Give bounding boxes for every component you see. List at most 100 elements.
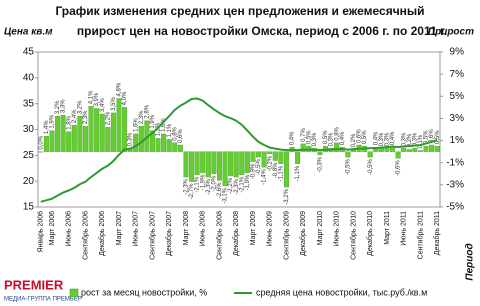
bar-value-label: 3,2% bbox=[55, 100, 61, 114]
bar bbox=[390, 147, 396, 152]
logo-subtitle: МЕДИА-ГРУППА ПРЕМЬЕР bbox=[4, 297, 82, 303]
bar-value-label: -0,8% bbox=[273, 162, 279, 178]
y-tick-label: 35 bbox=[23, 98, 35, 109]
bar bbox=[233, 151, 239, 178]
x-tick-label: Сентябрь 2011 bbox=[416, 211, 424, 259]
bar-value-label: 0,7% bbox=[301, 128, 307, 142]
bar bbox=[261, 151, 267, 168]
bar-value-label: 0,8% bbox=[334, 126, 340, 140]
bar bbox=[412, 148, 418, 152]
bar-value-label: 1,9% bbox=[150, 114, 156, 128]
x-tick-label: Сентябрь 2006 bbox=[81, 211, 89, 260]
bar-value-label: 3,4% bbox=[100, 98, 106, 112]
x-tick-label: Июнь 2006 bbox=[66, 211, 73, 246]
y-tick-label: 20 bbox=[23, 176, 35, 187]
y-tick-label: 15 bbox=[23, 202, 35, 213]
bar bbox=[300, 143, 306, 152]
bar-value-label: 0,8% bbox=[172, 126, 178, 140]
bar-value-label: -0,3% bbox=[318, 156, 324, 172]
x-tick-label: Декабрь 2007 bbox=[165, 211, 173, 256]
bar-value-label: 0,3% bbox=[329, 132, 335, 146]
chart-title: График изменения средних цен предложения… bbox=[55, 4, 424, 18]
x-tick-label: Март 2007 bbox=[116, 211, 123, 245]
bar-value-label: 0,4% bbox=[290, 131, 296, 145]
bar-value-label: -1,1% bbox=[295, 165, 301, 181]
bar-value-label: 0,3% bbox=[412, 132, 418, 146]
bar bbox=[378, 148, 384, 152]
bar bbox=[395, 151, 401, 159]
bar-value-label: 3,9% bbox=[94, 92, 100, 106]
bar bbox=[177, 144, 183, 152]
bar-value-label: -2,1% bbox=[239, 176, 245, 192]
bar-value-label: 0,3% bbox=[379, 132, 385, 146]
bar bbox=[345, 151, 351, 158]
bar bbox=[406, 149, 412, 152]
bar-value-label: -0,5% bbox=[368, 159, 374, 175]
bar-value-label: 0,3% bbox=[312, 132, 318, 146]
bar-value-label: 4,0% bbox=[122, 91, 128, 105]
bar bbox=[250, 151, 256, 162]
bar bbox=[429, 144, 435, 152]
bar-value-label: 0,5% bbox=[435, 130, 441, 144]
bar-value-label: 0,6% bbox=[429, 129, 435, 143]
bar-value-label: -0,5% bbox=[345, 159, 351, 175]
x-tick-label: Июнь 2007 bbox=[133, 211, 140, 246]
bar-value-label: 3,2% bbox=[77, 100, 83, 114]
bar bbox=[155, 138, 161, 152]
bar-value-label: -2,7% bbox=[189, 183, 195, 199]
bar-value-label: 0,3% bbox=[128, 132, 134, 146]
bar-value-label: -1,9% bbox=[200, 174, 206, 190]
bar-value-label: 1,8% bbox=[66, 115, 72, 129]
bar-value-label: -1,1% bbox=[278, 165, 284, 181]
bar-value-label: 2,8% bbox=[144, 104, 150, 118]
x-tick-label: Сентябрь 2010 bbox=[349, 211, 357, 260]
bar-value-label: 1,2% bbox=[156, 122, 162, 136]
y-tick-label: 25 bbox=[23, 150, 35, 161]
x-tick-label: Июнь 2009 bbox=[267, 211, 274, 246]
bar bbox=[272, 151, 278, 161]
bar-value-label: -2,3% bbox=[206, 178, 212, 194]
bar-value-label: 0,5% bbox=[323, 130, 329, 144]
bar bbox=[216, 151, 222, 181]
bar-value-label: 0,3% bbox=[401, 132, 407, 146]
y2-axis-label: Прирост bbox=[428, 27, 474, 38]
x-tick-label: Декабрь 2006 bbox=[98, 211, 106, 256]
bar-value-label: 3,3% bbox=[61, 99, 67, 113]
bar bbox=[66, 131, 72, 152]
bar-value-label: 0,5% bbox=[306, 130, 312, 144]
logo: PREMIER bbox=[4, 277, 64, 292]
bar-value-label: 0,1% bbox=[418, 134, 424, 148]
price-line bbox=[40, 97, 438, 203]
x-axis-label: Период bbox=[465, 243, 476, 280]
bar-value-label: 1,9% bbox=[50, 114, 56, 128]
bar-value-label: 4,1% bbox=[89, 90, 95, 104]
x-tick-label: Январь 2006 bbox=[38, 211, 45, 253]
x-tick-label: Декабрь 2009 bbox=[299, 211, 307, 256]
x-tick-label: Сентябрь 2008 bbox=[215, 211, 223, 260]
y2-tick-label: 7% bbox=[450, 69, 465, 80]
bar bbox=[434, 145, 440, 152]
x-tick-label: Март 2008 bbox=[183, 211, 190, 245]
x-tick-label: Декабрь 2010 bbox=[366, 211, 374, 256]
bar bbox=[82, 126, 88, 152]
bar bbox=[161, 133, 167, 152]
bar bbox=[149, 130, 155, 152]
x-tick-label: Июнь 2010 bbox=[334, 211, 341, 246]
bar-value-label: -2,0% bbox=[211, 175, 217, 191]
bar-value-label: -1,9% bbox=[245, 174, 251, 190]
bar bbox=[138, 126, 144, 152]
bar bbox=[200, 151, 206, 173]
y2-tick-label: -1% bbox=[446, 157, 464, 168]
bar bbox=[88, 106, 94, 152]
bar-value-label: 0,4% bbox=[390, 131, 396, 145]
bar bbox=[423, 145, 429, 152]
bar bbox=[256, 151, 262, 158]
legend-swatch bbox=[69, 288, 79, 298]
y2-tick-label: -5% bbox=[446, 202, 464, 213]
bar bbox=[211, 151, 217, 174]
bar-value-label: 2,3% bbox=[139, 110, 145, 124]
bar bbox=[317, 151, 323, 156]
bar-value-label: 0,4% bbox=[340, 131, 346, 145]
legend-label: рост за месяц новостройки, % bbox=[81, 287, 207, 297]
bar-value-label: -0,5% bbox=[256, 159, 262, 175]
